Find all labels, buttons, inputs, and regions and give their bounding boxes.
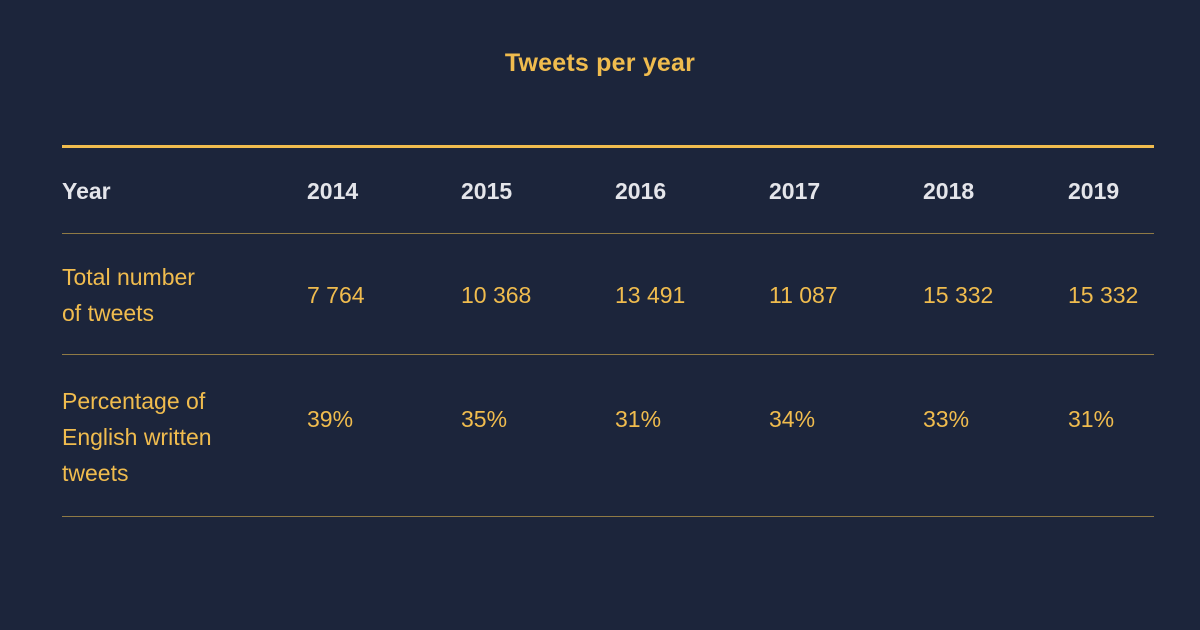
header-year-2018: 2018 xyxy=(923,178,975,204)
chart-title: Tweets per year xyxy=(504,49,696,77)
row-divider xyxy=(62,233,1154,234)
table-cell-total-2017: 11 087 xyxy=(769,282,838,308)
table-top-rule xyxy=(62,145,1154,148)
table-cell-pct-2019: 31% xyxy=(1068,406,1115,432)
table-cell-pct-2015: 35% xyxy=(461,406,508,432)
row-label-line: tweets xyxy=(62,460,129,486)
row-label-english-percentage: Percentage of English written tweets xyxy=(62,383,272,491)
row-label-total-tweets: Total number of tweets xyxy=(62,259,272,331)
table-cell-pct-2014: 39% xyxy=(307,406,354,432)
table-cell-pct-2016: 31% xyxy=(615,406,662,432)
header-year-2017: 2017 xyxy=(769,178,821,204)
header-year-2015: 2015 xyxy=(461,178,513,204)
row-label-line: of tweets xyxy=(62,300,155,326)
row-label-line: Percentage of xyxy=(62,388,206,414)
table-cell-total-2014: 7 764 xyxy=(307,282,365,308)
header-year-2014: 2014 xyxy=(307,178,359,204)
table-cell-total-2019: 15 332 xyxy=(1068,282,1139,308)
table-cell-total-2015: 10 368 xyxy=(461,282,532,308)
table-cell-total-2018: 15 332 xyxy=(923,282,994,308)
header-year-2019: 2019 xyxy=(1068,178,1120,204)
row-label-line: Total number xyxy=(62,264,195,290)
header-year-label: Year xyxy=(62,178,111,204)
row-label-line: English written xyxy=(62,424,212,450)
table-cell-pct-2018: 33% xyxy=(923,406,970,432)
row-divider xyxy=(62,516,1154,517)
table-cell-total-2016: 13 491 xyxy=(615,282,686,308)
header-year-2016: 2016 xyxy=(615,178,667,204)
row-divider xyxy=(62,354,1154,355)
table-cell-pct-2017: 34% xyxy=(769,406,816,432)
